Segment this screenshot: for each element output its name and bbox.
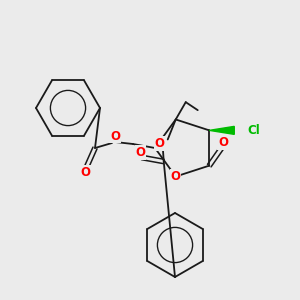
Text: O: O [155,137,165,150]
Text: O: O [110,130,120,142]
Text: O: O [136,146,146,159]
Text: Cl: Cl [247,124,260,137]
Text: O: O [80,166,90,178]
Text: O: O [171,170,181,183]
Text: O: O [218,136,228,149]
Polygon shape [209,126,234,134]
